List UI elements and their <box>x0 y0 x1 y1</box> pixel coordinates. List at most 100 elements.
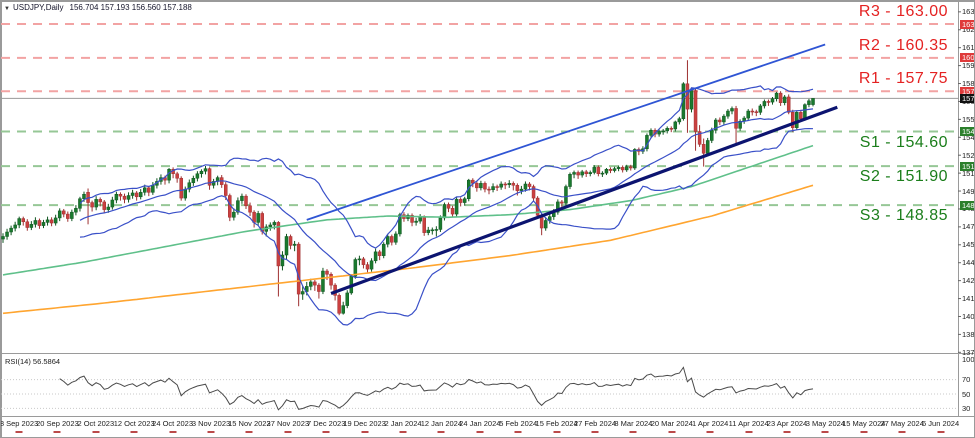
candle-body <box>560 201 564 204</box>
candle-body <box>515 185 520 191</box>
candle-body <box>710 129 714 141</box>
price-axis-label: 144.350 <box>962 258 975 268</box>
candle-body <box>126 195 131 200</box>
date-label: 27 Feb 2024 <box>573 419 617 428</box>
candle-body <box>795 112 799 128</box>
candle-body <box>345 292 349 306</box>
candle-body <box>791 112 795 128</box>
symbol-timeframe-label: USDJPY,Daily <box>12 3 64 12</box>
candle-body <box>329 273 333 286</box>
candle-body <box>450 208 455 215</box>
candle-body <box>604 169 609 174</box>
candle-body <box>82 193 86 199</box>
candle-body <box>693 90 698 132</box>
candle-body <box>337 295 341 314</box>
rsi-indicator-label: RSI(14) 56.5864 <box>5 357 61 366</box>
support-label-s1[interactable]: S1 - 154.60 <box>859 133 948 151</box>
candle-body <box>584 171 588 175</box>
candle-body <box>305 286 309 292</box>
candle-body <box>25 221 30 228</box>
symbol-dropdown-icon[interactable]: ▼ <box>4 6 10 12</box>
date-tick-mark <box>169 431 177 433</box>
candle-body <box>195 173 200 179</box>
date-label: 3 May 2024 <box>805 419 845 428</box>
candle-body <box>564 186 568 204</box>
chart-title: ▼ USDJPY,Daily 156.704 157.193 156.560 157… <box>4 3 192 12</box>
candle-body <box>57 210 62 219</box>
candle-body <box>414 220 418 223</box>
trendline-thin[interactable] <box>306 43 826 221</box>
candle-body <box>811 98 815 105</box>
date-label: 3 Nov 2023 <box>191 419 231 428</box>
candle-body <box>296 243 301 295</box>
candle-body <box>102 201 106 210</box>
candle-body <box>240 195 244 201</box>
date-label: 8 Sep 2023 <box>0 419 39 428</box>
candle-body <box>37 220 42 226</box>
candle-body <box>511 183 516 186</box>
candle-body <box>499 183 503 188</box>
candle-body <box>697 131 702 145</box>
candle-body <box>13 224 17 229</box>
candle-body <box>199 170 204 175</box>
date-label: 6 Jun 2024 <box>922 419 960 428</box>
support-label-s2[interactable]: S2 - 151.90 <box>859 168 948 186</box>
candle-body <box>503 183 507 186</box>
candle-body <box>495 186 499 188</box>
candle-body <box>244 195 248 207</box>
candle-body <box>49 219 54 224</box>
candle-body <box>236 200 240 213</box>
candle-body <box>313 281 317 286</box>
date-tick-mark <box>553 431 561 433</box>
candle-body <box>718 119 722 123</box>
candle-body <box>758 105 763 113</box>
date-tick-mark <box>437 431 445 433</box>
resistance-label-r3[interactable]: R3 - 163.00 <box>858 3 948 20</box>
candle-body <box>183 188 187 199</box>
resistance-label-r2[interactable]: R2 - 160.35 <box>858 36 948 54</box>
date-tick-mark <box>706 431 714 433</box>
date-label: 11 Apr 2024 <box>728 419 769 428</box>
date-tick-mark <box>207 431 215 433</box>
candle-body <box>138 192 143 198</box>
price-axis-label: 158.350 <box>962 79 975 89</box>
candle-body <box>33 220 38 225</box>
candle-body <box>98 199 102 203</box>
rsi-scale-label: 30 <box>962 403 971 413</box>
rsi-scale-label: 70 <box>962 375 971 385</box>
candle-body <box>446 204 451 209</box>
candle-body <box>179 177 183 199</box>
date-label: 15 May 2024 <box>842 419 886 428</box>
rsi-scale-label: 100 <box>962 355 975 364</box>
support-price-badge: 151.900 <box>960 161 974 171</box>
price-axis-label: 145.750 <box>962 240 975 250</box>
date-tick-mark <box>245 431 253 433</box>
support-label-s3[interactable]: S3 - 148.85 <box>859 207 948 225</box>
ma-green-line <box>2 144 814 276</box>
candle-body <box>232 211 236 218</box>
candle-body <box>612 168 617 171</box>
candle-body <box>633 149 637 169</box>
candle-body <box>782 96 787 103</box>
resistance-label-r1[interactable]: R1 - 157.75 <box>858 70 948 88</box>
candle-body <box>94 199 98 208</box>
date-tick-mark <box>322 431 330 433</box>
bollinger-upper-band <box>79 85 814 249</box>
date-tick-mark <box>399 431 407 433</box>
candle-body <box>766 101 771 103</box>
candle-body <box>527 183 532 187</box>
candle-body <box>556 201 560 213</box>
support-price-badge: 148.850 <box>960 200 974 210</box>
candle-body <box>438 217 443 230</box>
candle-body <box>722 115 726 123</box>
candle-body <box>317 284 321 292</box>
candle-body <box>770 98 775 103</box>
candle-body <box>17 218 21 226</box>
candle-body <box>175 173 179 179</box>
date-label: 7 Dec 2023 <box>307 419 346 428</box>
candle-body <box>377 251 382 256</box>
trendline-thick[interactable] <box>330 105 838 295</box>
candle-body <box>442 204 447 219</box>
resistance-price-badge: 163.000 <box>960 19 974 29</box>
